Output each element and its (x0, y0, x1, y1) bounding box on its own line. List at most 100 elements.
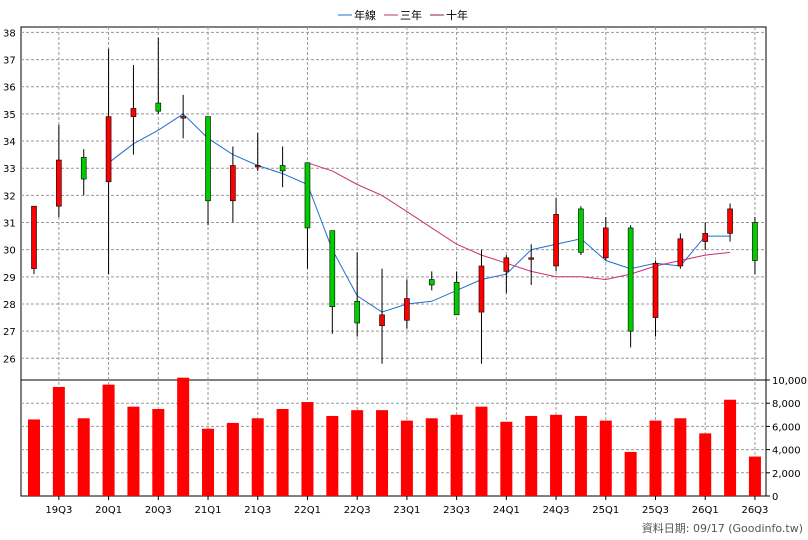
x-tick-label: 26Q3 (741, 505, 768, 516)
price-tick-label: 31 (3, 219, 16, 230)
candle (230, 146, 236, 223)
candle-body (354, 300, 360, 324)
candle-body (528, 257, 535, 260)
x-tick-label: 21Q3 (244, 505, 271, 516)
candle (677, 233, 684, 269)
volume-bar (574, 415, 587, 496)
data-date-footer: 資料日期: 09/17 (Goodinfo.tw) (642, 521, 803, 535)
candle (205, 116, 211, 226)
grid (21, 27, 766, 496)
volume-bar (52, 386, 65, 496)
price-axis-ticks: 26 27 28 29 30 31 32 33 34 35 36 37 38 (3, 28, 16, 365)
volume-bar (400, 420, 413, 496)
price-tick-label: 27 (3, 327, 16, 338)
price-tick-label: 34 (3, 137, 16, 148)
candle (56, 124, 62, 218)
volume-bar (724, 399, 737, 496)
volume-bar (525, 415, 538, 496)
volume-bar (649, 420, 662, 496)
x-tick-label: 23Q3 (443, 505, 470, 516)
candlesticks (31, 37, 758, 364)
legend-item: 年線 (338, 8, 376, 22)
candle (553, 198, 559, 272)
candle (453, 271, 460, 316)
candle-body (254, 165, 261, 168)
price-tick-label: 32 (3, 191, 16, 202)
volume-bar (748, 456, 761, 496)
ma-line (307, 162, 731, 281)
price-tick-label: 36 (3, 83, 16, 94)
price-tick-label: 30 (3, 246, 16, 257)
volume-tick-label: 4,000 (772, 446, 801, 457)
volume-bar (77, 418, 90, 496)
price-tick-label: 26 (3, 354, 16, 365)
volume-bar (276, 409, 289, 496)
volume-bar (102, 384, 115, 496)
x-tick-label: 21Q1 (195, 505, 222, 516)
candle (31, 205, 37, 275)
volume-bar (674, 418, 687, 496)
price-tick-label: 38 (3, 28, 16, 39)
volume-tick-label: 6,000 (772, 422, 801, 433)
volume-bar (202, 428, 215, 496)
candle (752, 217, 758, 275)
candle-body (578, 208, 584, 253)
candle (254, 132, 261, 171)
volume-bar (425, 418, 438, 496)
volume-bars (28, 377, 761, 496)
volume-bar (28, 419, 40, 496)
volume-axis-ticks: 0 2,000 4,000 6,000 8,000 10,000 (766, 376, 807, 503)
candle (130, 65, 137, 155)
volume-bar (550, 414, 563, 496)
x-tick-label: 23Q1 (393, 505, 420, 516)
price-tick-label: 28 (3, 300, 16, 311)
candle-body (752, 222, 758, 261)
legend-label: 年線 (354, 8, 376, 22)
candle (304, 162, 311, 269)
candle (80, 149, 87, 196)
ma-line (108, 113, 731, 313)
price-panel (20, 26, 767, 381)
price-tick-label: 35 (3, 110, 16, 121)
candle-body (503, 257, 510, 272)
x-tick-label: 25Q3 (642, 505, 669, 516)
candle (329, 230, 336, 334)
legend-item: 三年 (384, 8, 422, 22)
candle-body (56, 159, 62, 207)
ma-lines (108, 113, 731, 313)
candle-body (428, 279, 435, 286)
candle (105, 48, 112, 275)
candle-body (652, 262, 659, 318)
legend-item: 十年 (430, 8, 468, 22)
candle-body (205, 116, 211, 202)
candle-body (379, 314, 385, 326)
candle-body (31, 205, 37, 269)
candle (578, 206, 584, 256)
candle (528, 244, 535, 285)
candle-body (553, 214, 559, 267)
candle-body (453, 281, 460, 316)
volume-bar (152, 409, 165, 496)
candle (727, 203, 733, 242)
x-tick-label: 22Q3 (344, 505, 371, 516)
price-tick-label: 29 (3, 273, 16, 284)
candle (354, 252, 360, 337)
volume-bar (450, 414, 463, 496)
legend-label: 十年 (446, 8, 468, 22)
volume-bar (351, 410, 364, 496)
legend-label: 三年 (400, 8, 422, 22)
price-tick-label: 37 (3, 56, 16, 67)
candle-body (329, 230, 336, 307)
volume-bar (500, 421, 513, 496)
price-tick-label: 33 (3, 164, 16, 175)
candle (379, 268, 385, 364)
x-tick-label: 20Q1 (95, 505, 122, 516)
candle (155, 37, 162, 114)
volume-bar (599, 420, 612, 496)
volume-bar (376, 410, 389, 496)
x-tick-label: 24Q1 (493, 505, 520, 516)
x-axis-ticks: 19Q3 20Q1 20Q3 21Q1 21Q3 22Q1 22Q3 23Q1 23Q3 24Q1… (45, 496, 768, 516)
x-tick-label: 22Q1 (294, 505, 321, 516)
volume-panel (20, 379, 767, 497)
